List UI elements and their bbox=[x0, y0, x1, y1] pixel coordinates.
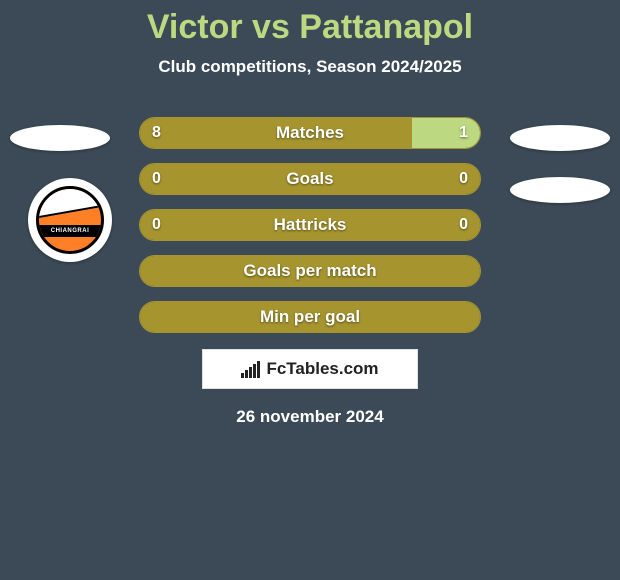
page-title: Victor vs Pattanapol bbox=[0, 0, 620, 47]
bar-value-left: 8 bbox=[152, 124, 161, 142]
bar-label: Matches bbox=[140, 123, 480, 143]
bar-label: Goals per match bbox=[140, 261, 480, 281]
bar-value-right: 0 bbox=[459, 170, 468, 188]
stat-bar: Hattricks0 0 bbox=[139, 209, 481, 241]
player-right-flag bbox=[510, 125, 610, 151]
bar-value-left: 0 bbox=[152, 216, 161, 234]
bar-label: Min per goal bbox=[140, 307, 480, 327]
club-logo-text: CHIANGRAI bbox=[36, 225, 104, 237]
brand-text: FcTables.com bbox=[266, 359, 378, 379]
stat-bar: Min per goal bbox=[139, 301, 481, 333]
bar-value-right: 1 bbox=[459, 124, 468, 142]
player-right-flag-2 bbox=[510, 177, 610, 203]
brand-chart-icon bbox=[241, 361, 260, 378]
player-left-flag bbox=[10, 125, 110, 151]
bar-value-right: 0 bbox=[459, 216, 468, 234]
snapshot-date: 26 november 2024 bbox=[0, 407, 620, 427]
bar-label: Hattricks bbox=[140, 215, 480, 235]
stat-bar: Goals0 0 bbox=[139, 163, 481, 195]
bar-value-left: 0 bbox=[152, 170, 161, 188]
comparison-bars: Matches81Goals00Hattricks00Goals per mat… bbox=[139, 117, 481, 333]
stat-bar: Matches8 1 bbox=[139, 117, 481, 149]
brand-box: FcTables.com bbox=[202, 349, 418, 389]
bar-label: Goals bbox=[140, 169, 480, 189]
stat-bar: Goals per match bbox=[139, 255, 481, 287]
page-subtitle: Club competitions, Season 2024/2025 bbox=[0, 57, 620, 77]
player-left-club-logo: CHIANGRAI bbox=[28, 178, 112, 262]
